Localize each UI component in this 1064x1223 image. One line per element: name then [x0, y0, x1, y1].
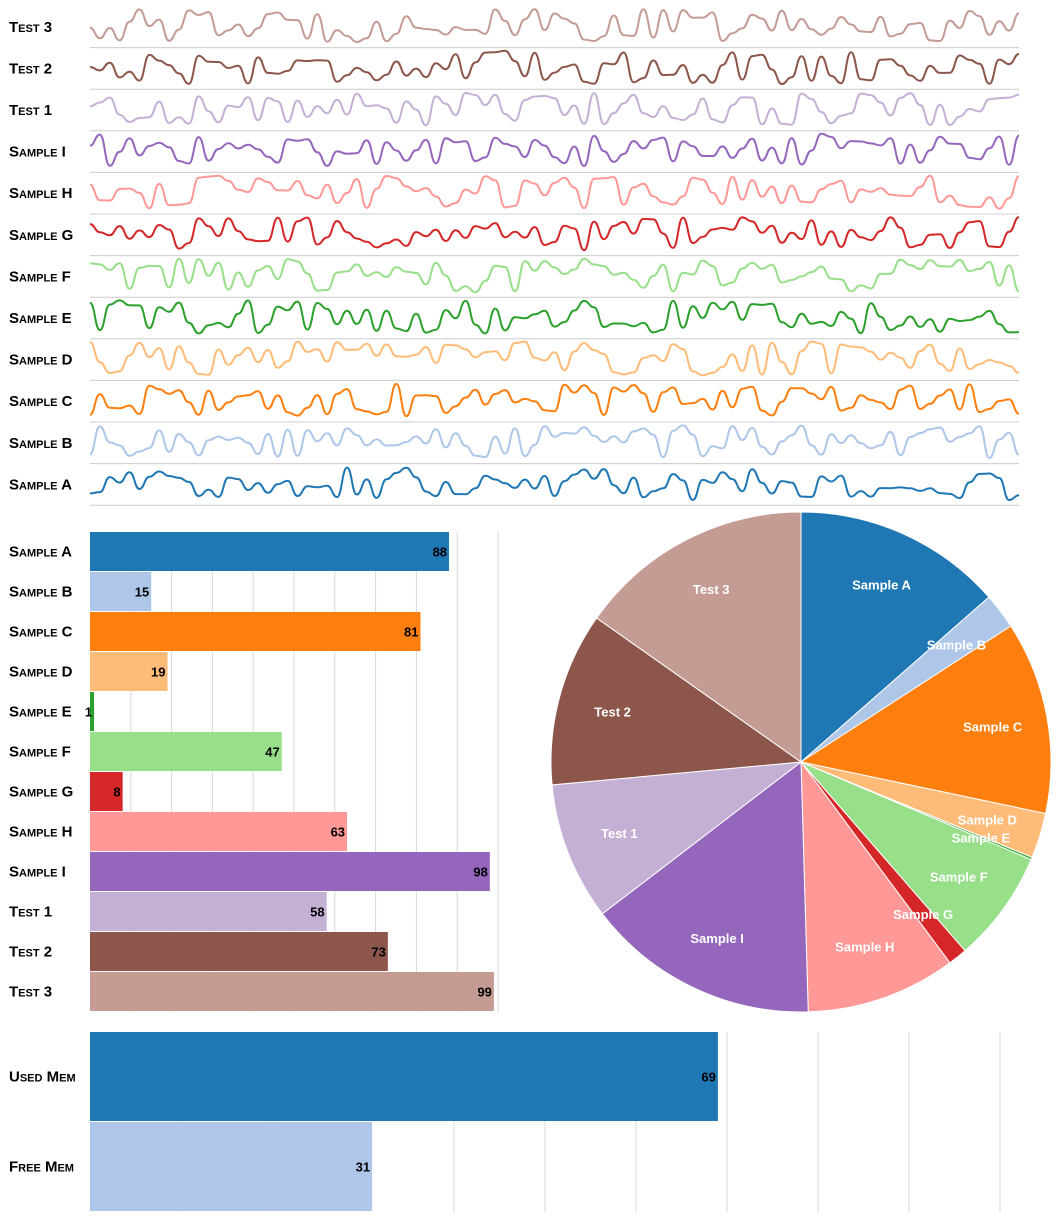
sparkline-sample-b — [89, 424, 1020, 460]
bar-value-sample-c: 81 — [404, 625, 418, 640]
pie-slice-sample-f — [800, 761, 1032, 952]
sparkline-label-test-2: Test 2 — [9, 60, 52, 77]
pie-slice-sample-c — [799, 625, 1052, 815]
sparkline-sample-h — [89, 174, 1020, 210]
memory-label-free-mem: Free Mem — [9, 1159, 74, 1176]
memory-value-used-mem: 69 — [701, 1070, 715, 1085]
bar-value-sample-h: 63 — [331, 825, 345, 840]
pie-slice-sample-a — [800, 511, 990, 764]
pie-label-sample-d: Sample D — [958, 813, 1017, 828]
bar-value-sample-a: 88 — [433, 545, 447, 560]
sparkline-sample-f — [89, 257, 1020, 294]
pie-label-sample-b: Sample B — [927, 637, 986, 652]
bar-label-sample-d: Sample D — [9, 664, 73, 681]
bar-test-1 — [90, 892, 327, 931]
bar-value-sample-b: 15 — [135, 585, 149, 600]
bar-value-sample-i: 98 — [473, 865, 487, 880]
sparkline-label-sample-h: Sample H — [9, 185, 73, 202]
pie-label-sample-c: Sample C — [963, 719, 1023, 734]
sparkline-label-sample-c: Sample C — [9, 393, 73, 410]
pie-label-sample-e: Sample E — [952, 830, 1011, 845]
bar-sample-b — [90, 572, 152, 611]
sparkline-label-test-3: Test 3 — [9, 19, 52, 36]
sparkline-label-sample-i: Sample I — [9, 144, 66, 161]
bar-value-sample-d: 19 — [151, 665, 165, 680]
sparkline-label-sample-b: Sample B — [9, 435, 73, 452]
pie-label-sample-i: Sample I — [690, 931, 743, 946]
memory-bar-used-mem — [90, 1032, 718, 1121]
bar-value-sample-e: 1 — [85, 705, 92, 720]
memory-value-free-mem: 31 — [356, 1160, 370, 1175]
sparkline-label-sample-d: Sample D — [9, 352, 73, 369]
bar-label-sample-a: Sample A — [9, 544, 72, 561]
bar-label-sample-b: Sample B — [9, 584, 73, 601]
bar-value-test-1: 58 — [310, 905, 324, 920]
sparkline-sample-c — [89, 382, 1020, 418]
bar-sample-g — [90, 772, 123, 811]
pie-label-test-2: Test 2 — [594, 705, 631, 720]
bar-label-test-2: Test 2 — [9, 944, 52, 961]
pie-label-sample-a: Sample A — [852, 577, 911, 592]
bar-sample-c — [90, 612, 421, 651]
bar-value-sample-g: 8 — [113, 785, 120, 800]
bar-sample-e — [90, 692, 95, 731]
bar-label-sample-h: Sample H — [9, 824, 73, 841]
pie-slice-sample-h — [800, 760, 951, 1013]
sparkline-test-1 — [89, 91, 1020, 127]
sparkline-sample-a — [89, 466, 1020, 502]
pie-slice-test-3 — [595, 511, 802, 763]
bar-label-sample-g: Sample G — [9, 784, 73, 801]
bar-label-sample-i: Sample I — [9, 864, 66, 881]
sparkline-test-2 — [89, 49, 1020, 86]
bar-sample-h — [90, 812, 348, 851]
bar-sample-f — [90, 732, 282, 771]
bar-test-3 — [90, 972, 494, 1011]
pie-label-sample-f: Sample F — [930, 870, 988, 885]
sparkline-label-sample-e: Sample E — [9, 310, 72, 327]
memory-bar-free-mem — [90, 1122, 373, 1211]
sparkline-label-sample-a: Sample A — [9, 476, 72, 493]
sparkline-test-3 — [89, 8, 1020, 44]
bar-test-2 — [90, 932, 388, 971]
bar-label-sample-e: Sample E — [9, 704, 72, 721]
pie-slice-sample-i — [601, 761, 809, 1013]
bar-value-sample-f: 47 — [265, 745, 279, 760]
memory-bar-chart: 69 Used Mem 31 Free Mem — [9, 1032, 1001, 1212]
sparkline-chart: Test 3 Test 2 Test 1 Sample I Sample H Sample… — [9, 8, 1020, 506]
sparkline-sample-g — [89, 216, 1020, 252]
pie-slice-test-1 — [551, 761, 803, 915]
bar-label-sample-c: Sample C — [9, 624, 73, 641]
bar-value-test-3: 99 — [477, 985, 491, 1000]
sparkline-sample-e — [89, 299, 1020, 335]
sparkline-label-test-1: Test 1 — [9, 102, 52, 119]
sparkline-label-sample-f: Sample F — [9, 268, 71, 285]
pie-label-test-1: Test 1 — [601, 826, 638, 841]
sample-pie-chart: Sample A Sample B Sample C Sample D Sample E… — [550, 511, 1052, 1013]
pie-label-sample-g: Sample G — [893, 907, 953, 922]
sparkline-sample-i — [89, 132, 1020, 168]
bar-label-sample-f: Sample F — [9, 744, 71, 761]
pie-label-test-3: Test 3 — [693, 582, 730, 597]
memory-label-used-mem: Used Mem — [9, 1069, 76, 1086]
bar-sample-a — [90, 532, 450, 571]
bar-value-test-2: 73 — [371, 945, 385, 960]
bar-label-test-1: Test 1 — [9, 904, 52, 921]
pie-slice-test-2 — [550, 617, 803, 786]
bar-sample-i — [90, 852, 490, 891]
bar-label-test-3: Test 3 — [9, 984, 52, 1001]
sparkline-sample-d — [89, 340, 1020, 377]
sparkline-label-sample-g: Sample G — [9, 227, 73, 244]
pie-label-sample-h: Sample H — [835, 939, 894, 954]
bar-sample-d — [90, 652, 168, 691]
